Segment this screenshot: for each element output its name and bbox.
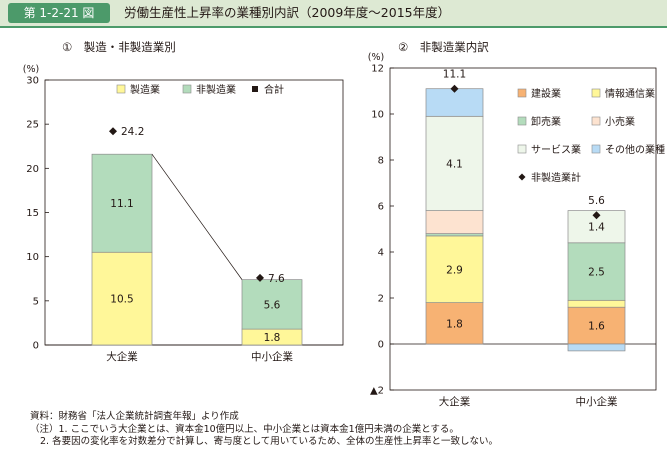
chart2-legend-label-4: 小売業 xyxy=(605,115,635,128)
chart1-y-tick-label-3: 15 xyxy=(26,208,39,219)
chart2-bar-2-seg-5 xyxy=(567,210,626,244)
chart2-bar-1-seg-2-label: 2.9 xyxy=(446,264,463,276)
chart2-y-tick-label-0: ▲2 xyxy=(370,386,384,397)
chart1-y-tick-label-4: 20 xyxy=(26,164,39,175)
chart2-legend-swatch-3 xyxy=(517,116,527,126)
chart2-bar-2-seg-3-label: 2.5 xyxy=(588,267,605,279)
chart2-legend-label-6: その他の業種 xyxy=(605,143,665,156)
chart1-legend-swatch-3 xyxy=(252,86,258,92)
chart2-bar-2-seg-6 xyxy=(567,343,626,352)
chart2-y-tick-label-3: 4 xyxy=(378,248,384,259)
chart1-y-tick-label-2: 10 xyxy=(26,252,39,263)
chart1-connector-line xyxy=(151,153,243,280)
chart2-bar-1-seg-1 xyxy=(425,302,484,345)
chart1-legend-label-1: 製造業 xyxy=(130,83,160,96)
figure-number-badge: 第 1-2-21 図 xyxy=(8,3,110,23)
chart2-bar-2-seg-3 xyxy=(567,242,626,301)
chart2-y-tick-label-4: 6 xyxy=(378,202,384,213)
chart1-legend-swatch-1 xyxy=(116,84,126,94)
chart2-plot-frame xyxy=(389,67,657,391)
chart2-y-tick-label-1: 0 xyxy=(378,340,384,351)
chart1-legend-label-2: 非製造業 xyxy=(196,83,236,96)
chart1-bar-2-seg-2 xyxy=(241,279,303,330)
chart2-y-tick-label-6: 10 xyxy=(371,110,384,121)
chart2-total-marker-1-label: 11.1 xyxy=(443,69,466,81)
chart2-category-label-1: 大企業 xyxy=(439,395,471,408)
chart2-category-label-2: 中小企業 xyxy=(576,395,618,408)
chart1-bar-2-seg-1-label: 1.8 xyxy=(264,332,281,344)
chart1-y-tick-label-0: 0 xyxy=(33,341,39,352)
chart2-bar-2-seg-1-label: 1.6 xyxy=(588,321,605,333)
chart1-legend-swatch-2 xyxy=(182,84,192,94)
chart2-bar-1-seg-6 xyxy=(425,88,484,117)
chart2-bar-1-seg-4 xyxy=(425,210,484,234)
chart1-title: ① 製造・非製造業別 xyxy=(62,40,176,54)
chart2-y-tick-label-2: 2 xyxy=(378,294,384,305)
chart1-legend-label-3: 合計 xyxy=(264,83,284,96)
chart2-bar-1-seg-5 xyxy=(425,115,484,211)
chart2-legend-swatch-2 xyxy=(591,88,601,98)
chart2-y-unit-label: (%) xyxy=(368,52,384,63)
chart2-total-marker-2-label: 5.6 xyxy=(588,195,605,207)
chart2-legend-label-7: 非製造業計 xyxy=(531,171,581,184)
chart2-total-marker-2 xyxy=(592,211,601,220)
figure-title: 労働生産性上昇率の業種別内訳（2009年度〜2015年度） xyxy=(124,5,451,20)
chart2-y-tick-label-7: 12 xyxy=(371,64,384,75)
chart1-bar-1-seg-1-label: 10.5 xyxy=(110,294,133,306)
chart2-total-marker-1 xyxy=(450,84,459,93)
chart2-legend-label-2: 情報通信業 xyxy=(605,87,655,100)
chart2-bar-2-seg-5-label: 1.4 xyxy=(588,222,605,234)
chart2-legend-label-3: 卸売業 xyxy=(531,115,561,128)
chart1-bar-2-seg-2-label: 5.6 xyxy=(264,299,281,311)
figure-header: 第 1-2-21 図 労働生産性上昇率の業種別内訳（2009年度〜2015年度） xyxy=(0,0,667,26)
chart2-legend-swatch-5 xyxy=(517,144,527,154)
note-1: （注）1. ここでいう大企業とは、資本金10億円以上、中小企業とは資本金1億円未… xyxy=(30,423,459,435)
chart2-bar-2-seg-2 xyxy=(567,299,626,308)
chart1-y-tick-label-6: 30 xyxy=(26,76,39,87)
charts-canvas: ① 製造・非製造業別(%)05101520253010.511.1大企業1.85… xyxy=(23,40,665,408)
chart1-y-tick-label-5: 25 xyxy=(26,120,39,131)
header-divider xyxy=(0,26,667,28)
chart1-total-marker-1-label: 24.2 xyxy=(121,126,144,138)
chart1-total-marker-2 xyxy=(256,273,264,282)
chart1-bar-1-seg-2 xyxy=(91,153,153,253)
chart2-bar-1-seg-5-label: 4.1 xyxy=(446,158,463,170)
chart1-category-label-2: 中小企業 xyxy=(251,350,293,363)
chart1-category-label-1: 大企業 xyxy=(106,350,138,363)
chart2-y-tick-label-5: 8 xyxy=(378,156,384,167)
chart2-legend-label-1: 建設業 xyxy=(531,87,561,100)
chart2-legend-swatch-7 xyxy=(518,173,526,181)
chart2-legend-swatch-6 xyxy=(591,144,601,154)
chart2-bar-1-seg-1-label: 1.8 xyxy=(446,318,463,330)
chart2-bar-1-seg-2 xyxy=(425,235,484,303)
chart1-y-unit-label: (%) xyxy=(23,64,39,75)
chart1-total-marker-1 xyxy=(109,127,117,136)
chart2-title: ② 非製造業内訳 xyxy=(398,40,489,54)
chart2-legend-swatch-1 xyxy=(517,88,527,98)
source-note: 資料：財務省「法人企業統計調査年報」より作成 xyxy=(30,411,239,422)
chart1-y-tick-label-1: 5 xyxy=(33,296,39,307)
note-2: 2. 各要因の変化率を対数差分で計算し、寄与度として用いているため、全体の生産性… xyxy=(40,436,499,447)
chart1-total-marker-2-label: 7.6 xyxy=(268,273,285,285)
chart1-bar-1-seg-2-label: 11.1 xyxy=(110,198,133,210)
notes: 資料：財務省「法人企業統計調査年報」より作成 （注）1. ここでいう大企業とは、… xyxy=(30,411,498,449)
chart2-legend-label-5: サービス業 xyxy=(531,143,581,156)
chart2-legend-swatch-4 xyxy=(591,116,601,126)
